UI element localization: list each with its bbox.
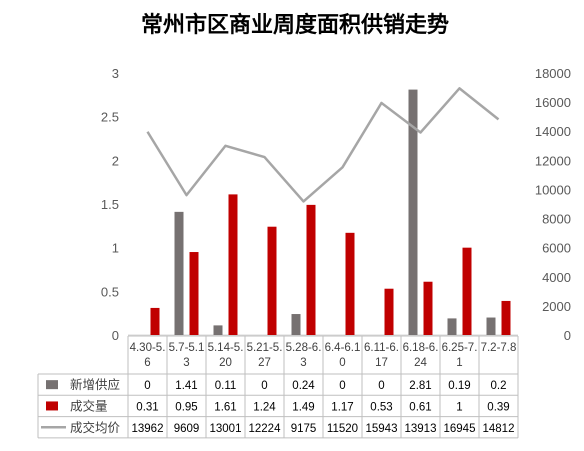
bars [128, 89, 518, 336]
bar-volume [501, 300, 511, 335]
bar-volume [384, 288, 394, 335]
chart-title: 常州市区商业周度面积供销走势 [141, 12, 449, 38]
data-label: 0.95 [175, 401, 197, 413]
data-label: 0 [144, 380, 150, 392]
category-label: 6.18-6. 24 [403, 342, 439, 369]
bar-volume [267, 226, 277, 335]
data-label: 0.11 [215, 380, 237, 392]
right-tick-label: 14000 [535, 124, 571, 139]
category-label: 4.30-5. 6 [130, 342, 166, 369]
right-tick-label: 18000 [535, 66, 571, 81]
data-label: 13001 [210, 423, 242, 435]
right-tick-label: 4000 [542, 270, 571, 285]
category-label: 6.25-7. 1 [442, 342, 478, 369]
data-label: 0.2 [491, 380, 507, 392]
category-label: 5.28-6. 3 [286, 342, 322, 369]
data-label: 9609 [174, 423, 200, 435]
legend-label: 成交量 [70, 398, 108, 413]
right-tick-label: 16000 [535, 95, 571, 110]
category-label: 5.21-5. 27 [247, 342, 283, 369]
legend-swatch [46, 401, 58, 411]
data-label: 1.61 [214, 401, 236, 413]
data-label: 0 [261, 380, 267, 392]
data-label: 0 [339, 380, 345, 392]
data-table: 4.30-5. 65.7-5.1 35.14-5. 205.21-5. 275.28-6… [37, 335, 519, 439]
data-label: 2.81 [409, 380, 431, 392]
data-label: 1.24 [253, 401, 276, 413]
bar-supply [408, 89, 418, 336]
data-label: 1.49 [292, 401, 314, 413]
bar-volume [462, 247, 472, 335]
bar-volume [423, 281, 433, 335]
bar-volume [306, 204, 316, 335]
left-tick-label: 2 [112, 153, 119, 168]
bar-volume [228, 194, 238, 335]
data-label: 13962 [132, 423, 164, 435]
data-label: 12224 [249, 423, 282, 435]
bar-volume [345, 232, 355, 335]
right-tick-label: 12000 [535, 153, 571, 168]
category-label: 6.4-6.1 0 [325, 342, 361, 369]
legend-label: 新增供应 [70, 377, 120, 392]
bar-supply [486, 317, 496, 335]
category-label: 7.2-7.8 [481, 342, 517, 354]
left-tick-label: 3 [112, 66, 119, 81]
data-label: 14812 [483, 423, 515, 435]
data-label: 0 [378, 380, 384, 392]
data-label: 1.41 [175, 380, 197, 392]
data-label: 1.17 [331, 401, 353, 413]
category-label: 5.7-5.1 3 [169, 342, 205, 369]
data-label: 0.24 [292, 380, 315, 392]
category-label: 6.11-6. 17 [364, 342, 399, 369]
bar-volume [150, 307, 160, 335]
left-tick-label: 1.5 [101, 197, 119, 212]
bar-supply [447, 318, 457, 335]
price-line [146, 87, 500, 203]
right-tick-label: 2000 [542, 299, 571, 314]
right-tick-label: 0 [564, 328, 571, 343]
data-label: 13913 [405, 423, 437, 435]
data-label: 0.31 [136, 401, 158, 413]
price-line-path [146, 87, 500, 203]
left-tick-label: 0.5 [101, 284, 119, 299]
right-tick-label: 10000 [535, 182, 571, 197]
bar-supply [174, 211, 184, 335]
bar-supply [291, 314, 301, 335]
left-tick-label: 1 [112, 241, 119, 256]
left-tick-label: 2.5 [101, 110, 119, 125]
bar-supply [213, 325, 223, 335]
right-tick-label: 6000 [542, 241, 571, 256]
left-axis: 0 0.5 1 1.5 2 2.5 3 [101, 66, 119, 343]
legend-swatch [46, 380, 58, 390]
data-label: 0.39 [487, 401, 509, 413]
data-label: 1 [456, 401, 462, 413]
data-label: 16945 [444, 423, 476, 435]
legend-label: 成交均价 [70, 420, 121, 435]
data-label: 9175 [291, 423, 317, 435]
right-axis: 0 2000 4000 6000 8000 10000 12000 14000 16000 180… [535, 66, 571, 343]
category-label: 5.14-5. 20 [208, 342, 244, 369]
data-label: 0.19 [448, 380, 470, 392]
right-tick-label: 8000 [542, 212, 571, 227]
data-label: 11520 [327, 423, 358, 435]
left-tick-label: 0 [112, 328, 119, 343]
data-label: 0.61 [409, 401, 431, 413]
data-label: 15943 [366, 423, 398, 435]
data-label: 0.53 [370, 401, 392, 413]
bar-volume [189, 252, 199, 335]
